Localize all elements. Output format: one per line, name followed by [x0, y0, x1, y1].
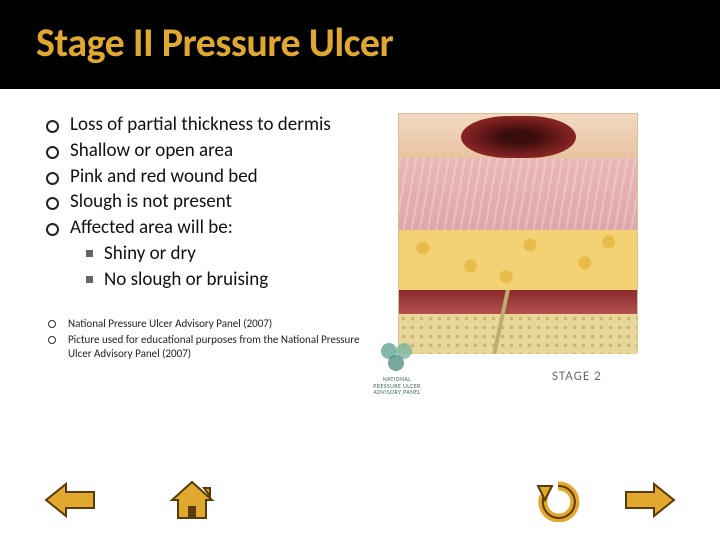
main-bullet-list: Loss of partial thickness to dermis Shal…: [46, 113, 376, 291]
citation-item: National Pressure Ulcer Advisory Panel (…: [46, 317, 376, 331]
slide-title: Stage II Pressure Ulcer: [36, 18, 684, 67]
sub-bullet-item: Shiny or dry: [86, 242, 376, 266]
title-bar: Stage II Pressure Ulcer: [0, 0, 720, 89]
replay-icon: [532, 478, 584, 522]
stage-caption: STAGE 2: [552, 369, 602, 384]
skin-cross-section-diagram: [398, 113, 638, 353]
sub-bullet-item: No slough or bruising: [86, 268, 376, 292]
content-area: Loss of partial thickness to dermis Shal…: [0, 89, 720, 423]
logo-text: NATIONAL PRESSURE ULCER ADVISORY PANEL: [352, 376, 442, 396]
navigation-bar: [0, 478, 720, 522]
citation-item: Picture used for educational purposes fr…: [46, 333, 376, 362]
sub-bullet-list: Shiny or dry No slough or bruising: [70, 242, 376, 292]
bullet-item: Loss of partial thickness to dermis: [46, 113, 376, 137]
dermis-layer: [399, 158, 637, 230]
replay-button[interactable]: [532, 478, 584, 522]
prev-button[interactable]: [44, 478, 96, 522]
bullet-item: Slough is not present: [46, 190, 376, 214]
muscle-layer: [399, 290, 637, 314]
citation-list: National Pressure Ulcer Advisory Panel (…: [46, 317, 376, 361]
npuap-logo: NATIONAL PRESSURE ULCER ADVISORY PANEL: [352, 343, 442, 396]
home-icon: [166, 478, 218, 522]
image-column: NATIONAL PRESSURE ULCER ADVISORY PANEL S…: [392, 113, 688, 413]
arrow-left-icon: [44, 478, 96, 522]
next-button[interactable]: [624, 478, 676, 522]
bullet-item: Affected area will be: Shiny or dry No s…: [46, 216, 376, 291]
text-column: Loss of partial thickness to dermis Shal…: [46, 113, 376, 413]
bullet-item: Shallow or open area: [46, 139, 376, 163]
logo-icon: [378, 343, 416, 373]
bullet-item: Pink and red wound bed: [46, 165, 376, 189]
home-button[interactable]: [166, 478, 218, 522]
subcutaneous-fat-layer: [399, 230, 637, 290]
ulcer-wound: [461, 116, 576, 158]
bullet-item-label: Affected area will be:: [70, 216, 233, 239]
arrow-right-icon: [624, 478, 676, 522]
